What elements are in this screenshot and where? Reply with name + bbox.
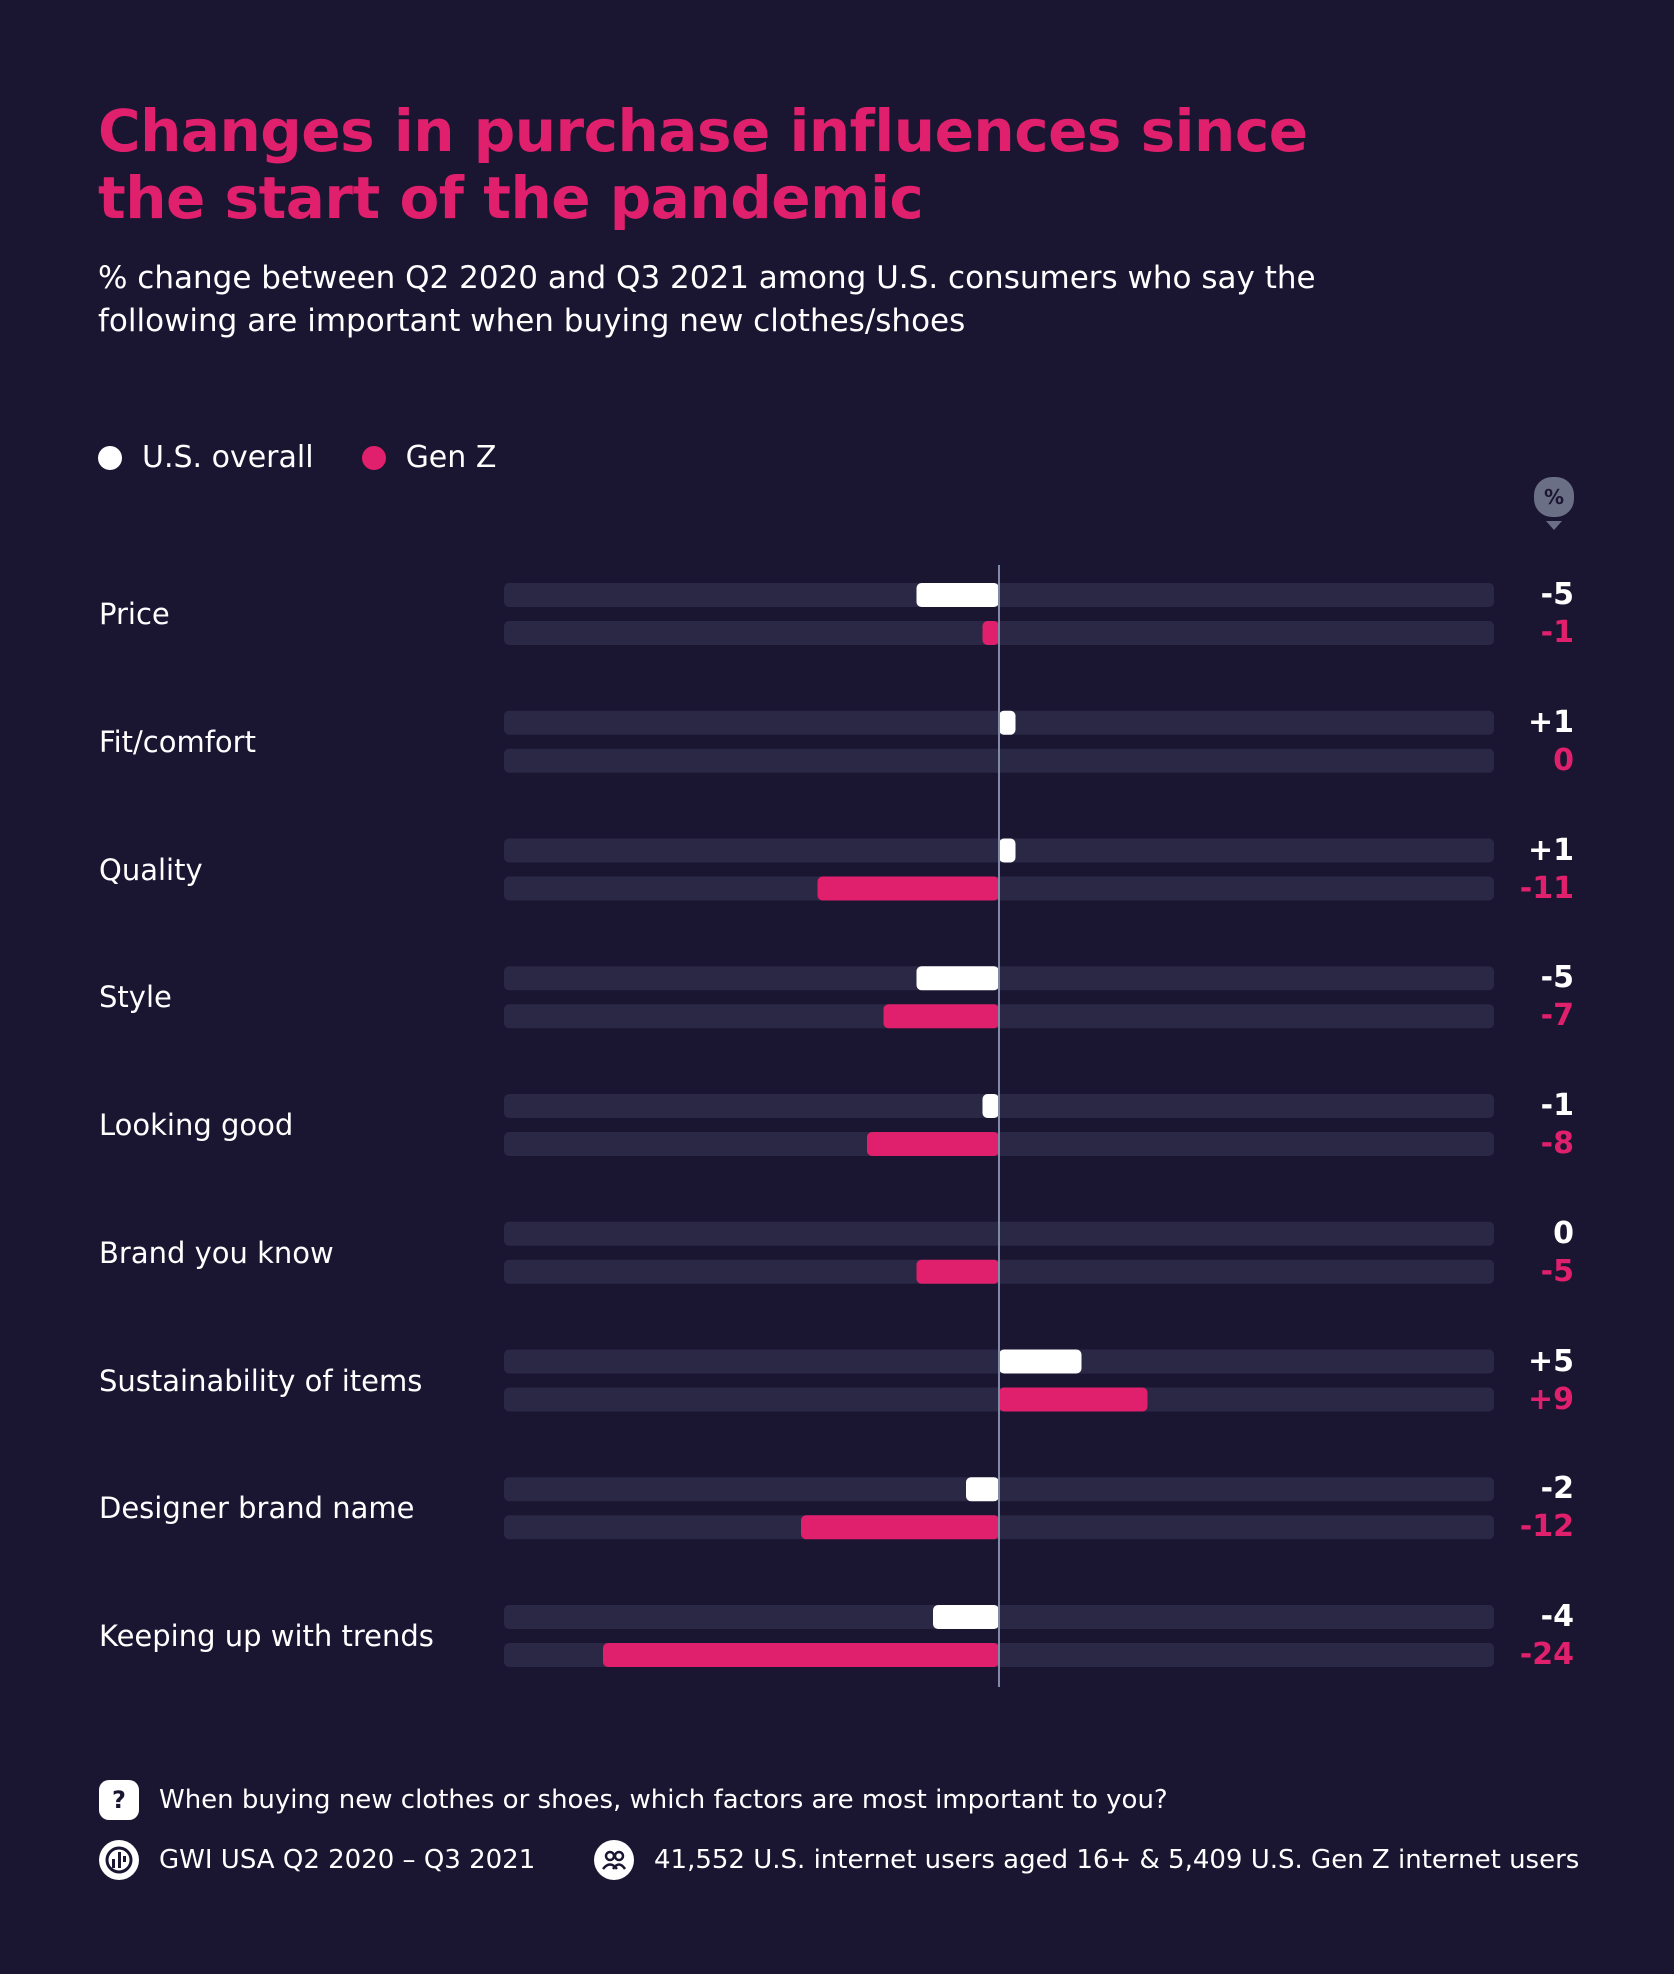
footer-sample-text: 41,552 U.S. internet users aged 16+ & 5,…	[654, 1845, 1580, 1875]
footer-question: ? When buying new clothes or shoes, whic…	[99, 1780, 1168, 1820]
value-label-us-overall: -1	[1540, 1088, 1574, 1123]
legend-item-gen-z: Gen Z	[361, 440, 497, 475]
value-label-gen-z: -8	[1540, 1126, 1574, 1161]
footer-sample: 41,552 U.S. internet users aged 16+ & 5,…	[594, 1840, 1579, 1880]
question-icon: ?	[99, 1780, 139, 1820]
bar-gen-z	[801, 1515, 999, 1540]
value-label-us-overall: -5	[1540, 960, 1574, 996]
bar-us-overall	[999, 838, 1016, 863]
category-label: Brand you know	[99, 1235, 334, 1270]
legend-label-gen-z: Gen Z	[405, 440, 497, 475]
value-label-us-overall: -2	[1540, 1471, 1574, 1507]
legend-swatch-gen-z	[361, 445, 386, 470]
footer-source-text: GWI USA Q2 2020 – Q3 2021	[159, 1845, 536, 1875]
category-label: Keeping up with trends	[99, 1619, 434, 1653]
category-label: Quality	[99, 852, 203, 887]
percent-badge-label: %	[1544, 485, 1564, 509]
chart-subtitle: % change between Q2 2020 and Q3 2021 amo…	[98, 260, 1316, 339]
bar-gen-z	[603, 1643, 999, 1667]
bar-gen-z	[883, 1004, 999, 1029]
bar-us-overall	[982, 1094, 999, 1118]
category-label: Price	[99, 597, 170, 631]
value-label-us-overall: 0	[1553, 1215, 1574, 1251]
legend-label-us-overall: U.S. overall	[142, 440, 314, 475]
bar-gen-z	[916, 1259, 999, 1284]
bar-us-overall	[999, 710, 1016, 735]
value-label-gen-z: -11	[1519, 870, 1574, 906]
value-label-us-overall: -5	[1540, 577, 1574, 612]
footer-source: GWI USA Q2 2020 – Q3 2021	[99, 1840, 535, 1880]
value-label-us-overall: +1	[1527, 832, 1574, 868]
percent-badge-icon: %	[1534, 477, 1574, 530]
users-icon	[594, 1840, 634, 1880]
gwi-logo-icon	[99, 1840, 139, 1880]
bar-gen-z	[817, 876, 999, 901]
category-label: Looking good	[99, 1108, 294, 1142]
category-label: Fit/comfort	[99, 724, 256, 759]
legend-swatch-us-overall	[98, 445, 122, 470]
footer-question-text: When buying new clothes or shoes, which …	[159, 1785, 1168, 1815]
value-label-us-overall: +1	[1527, 704, 1574, 740]
value-label-gen-z: -7	[1540, 998, 1574, 1034]
value-label-gen-z: -24	[1519, 1637, 1574, 1672]
bar-us-overall	[966, 1477, 999, 1502]
category-label: Sustainability of items	[99, 1363, 423, 1398]
bar-us-overall	[999, 1349, 1082, 1374]
chart-title: Changes in purchase influences since the…	[98, 97, 1308, 232]
bar-us-overall	[933, 1605, 999, 1629]
legend-item-us-overall: U.S. overall	[98, 440, 314, 475]
legend: U.S. overall Gen Z	[98, 440, 544, 475]
value-label-us-overall: -4	[1540, 1599, 1574, 1634]
value-label-gen-z: +9	[1527, 1381, 1574, 1417]
value-label-gen-z: -1	[1540, 615, 1574, 650]
bar-us-overall	[916, 966, 999, 991]
category-label: Style	[99, 980, 172, 1015]
value-label-gen-z: -5	[1540, 1253, 1574, 1289]
bar-gen-z	[867, 1132, 999, 1156]
value-label-us-overall: +5	[1527, 1343, 1574, 1379]
value-label-gen-z: 0	[1553, 742, 1574, 778]
category-label: Designer brand name	[99, 1491, 415, 1526]
bar-us-overall	[916, 583, 999, 607]
bar-gen-z	[982, 621, 999, 645]
value-label-gen-z: -12	[1519, 1509, 1574, 1545]
bar-gen-z	[999, 1387, 1148, 1412]
